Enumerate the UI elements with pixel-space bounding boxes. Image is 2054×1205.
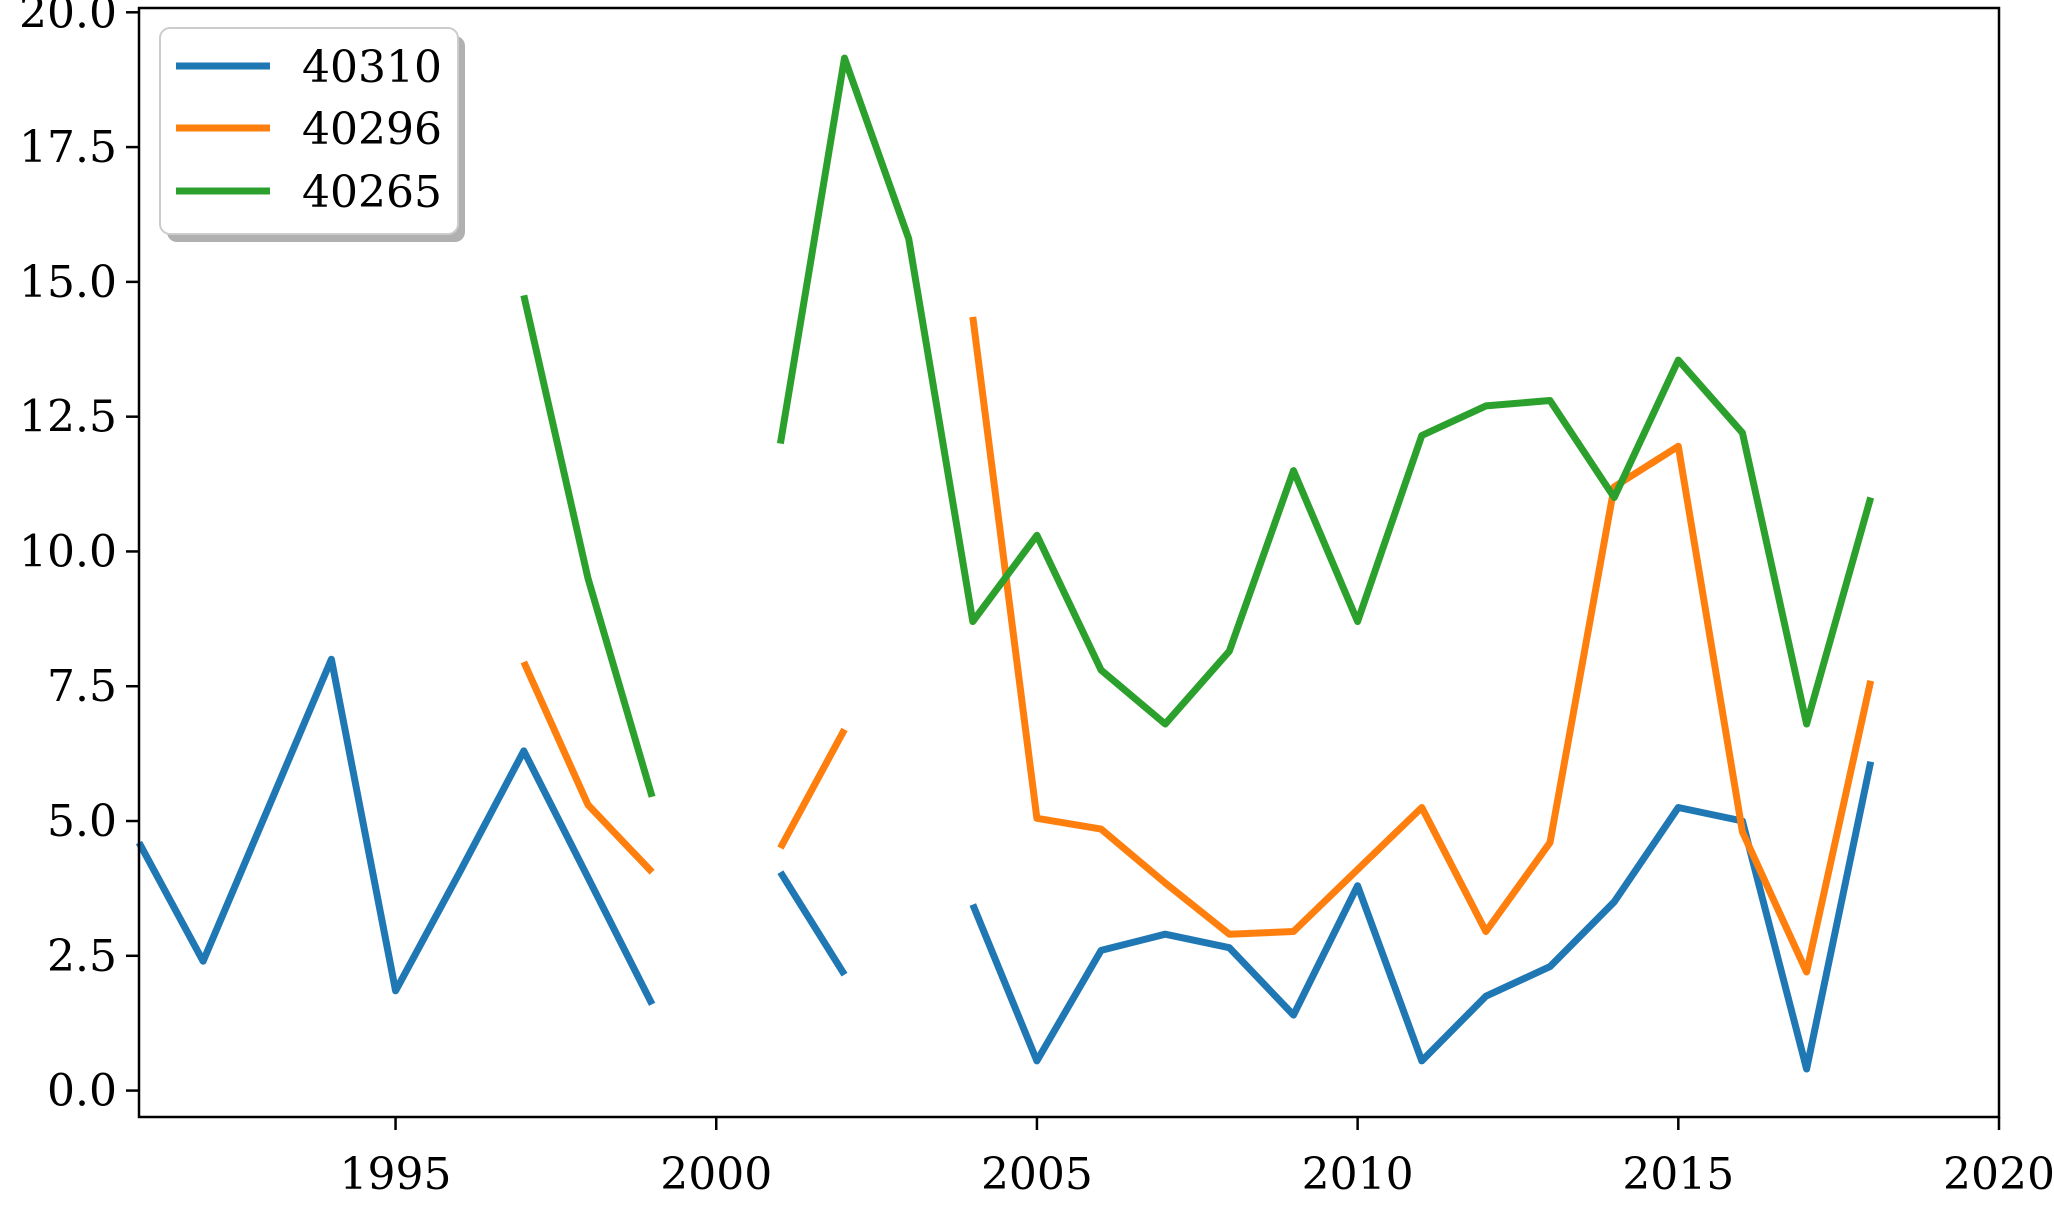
y-tick-label: 20.0 xyxy=(19,0,117,38)
series-line-40296 xyxy=(520,660,655,875)
series-line-40310 xyxy=(969,760,1875,1073)
y-axis-ticks: 0.0 2.5 5.0 7.5 10.0 12.5 15.0 17.5 20.0 xyxy=(19,0,139,1117)
legend-entry: 40310 xyxy=(176,42,442,93)
y-tick-label: 12.5 xyxy=(19,392,117,443)
legend-entry: 40296 xyxy=(176,104,442,155)
y-tick-label: 7.5 xyxy=(47,661,117,712)
x-tick-label: 2010 xyxy=(1302,1149,1414,1200)
y-tick-label: 2.5 xyxy=(47,931,117,982)
axes-spines xyxy=(137,6,2001,1119)
y-tick-label: 10.0 xyxy=(19,526,117,577)
y-tick-label: 0.0 xyxy=(47,1066,117,1117)
legend-label: 40310 xyxy=(302,42,442,93)
series-line-40310 xyxy=(777,870,848,977)
series-line-40296 xyxy=(969,316,1875,976)
legend-box xyxy=(159,27,459,235)
series-group xyxy=(135,54,1875,1073)
y-tick-label: 15.0 xyxy=(19,257,117,308)
series-line-40265 xyxy=(520,294,656,798)
x-tick-label: 1995 xyxy=(340,1149,452,1200)
legend: 40310 40296 40265 xyxy=(159,27,465,242)
x-tick-label: 2005 xyxy=(981,1149,1093,1200)
x-tick-label: 2015 xyxy=(1622,1149,1734,1200)
series-line-40310 xyxy=(135,655,656,1006)
series-line-40265 xyxy=(776,54,1875,728)
x-tick-label: 2020 xyxy=(1943,1149,2054,1200)
y-tick-label: 5.0 xyxy=(47,796,117,847)
x-axis-ticks: 1995 2000 2005 2010 2015 2020 xyxy=(340,1117,2054,1200)
y-tick-label: 17.5 xyxy=(19,122,117,173)
series-line-40296 xyxy=(777,727,848,850)
legend-label: 40296 xyxy=(302,104,442,155)
legend-label: 40265 xyxy=(302,167,442,218)
x-tick-label: 2000 xyxy=(660,1149,772,1200)
legend-entry: 40265 xyxy=(176,167,442,218)
